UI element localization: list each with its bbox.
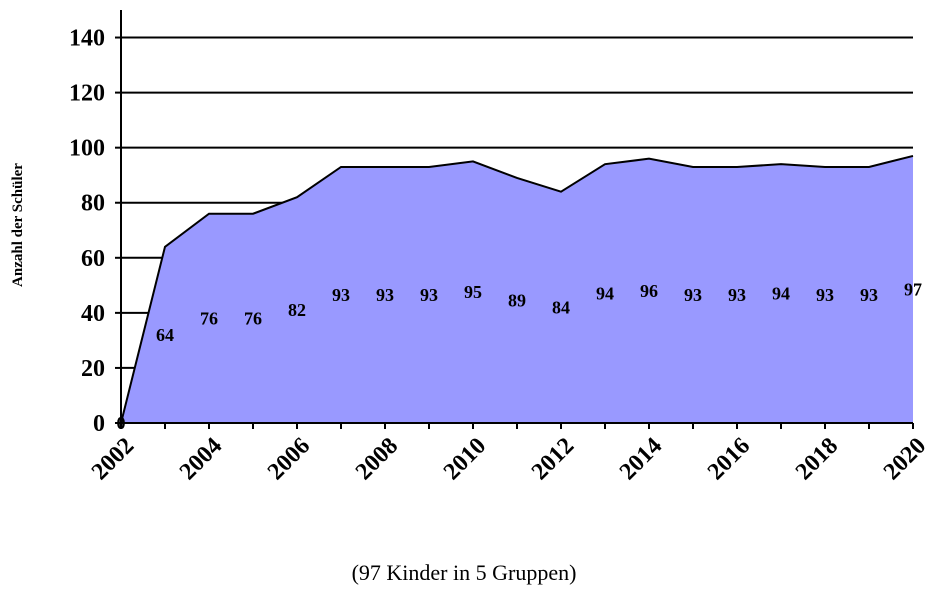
x-tick-label: 2018 bbox=[791, 433, 843, 485]
y-tick-label: 140 bbox=[69, 26, 105, 52]
data-label: 82 bbox=[288, 300, 306, 320]
data-label: 94 bbox=[772, 284, 790, 304]
data-label: 93 bbox=[420, 285, 438, 305]
y-tick-label: 80 bbox=[81, 191, 105, 217]
data-label: 0 bbox=[117, 413, 126, 433]
data-label: 94 bbox=[596, 284, 614, 304]
y-tick-label: 20 bbox=[81, 356, 105, 382]
y-tick-label: 60 bbox=[81, 246, 105, 272]
data-label: 93 bbox=[684, 285, 702, 305]
data-label: 95 bbox=[464, 282, 482, 302]
data-label: 64 bbox=[156, 325, 174, 345]
x-tick-label: 2010 bbox=[439, 433, 491, 485]
data-label: 84 bbox=[552, 297, 570, 317]
data-label: 89 bbox=[508, 290, 526, 310]
y-tick-label: 0 bbox=[93, 411, 105, 437]
y-axis-label: Anzahl der Schüler bbox=[10, 163, 26, 287]
x-tick-label: 2020 bbox=[879, 433, 929, 485]
y-tick-label: 100 bbox=[69, 136, 105, 162]
x-tick-label: 2014 bbox=[615, 433, 667, 485]
x-tick-label: 2008 bbox=[351, 433, 403, 485]
data-label: 93 bbox=[376, 285, 394, 305]
data-label: 76 bbox=[200, 308, 218, 328]
x-tick-label: 2016 bbox=[703, 433, 755, 485]
x-tick-label: 2004 bbox=[175, 433, 227, 485]
data-label: 93 bbox=[728, 285, 746, 305]
area-fill bbox=[121, 155, 913, 423]
data-label: 93 bbox=[816, 285, 834, 305]
x-tick-label: 2002 bbox=[87, 433, 139, 485]
data-label: 97 bbox=[904, 279, 922, 299]
data-label: 96 bbox=[640, 281, 658, 301]
x-axis-label: (97 Kinder in 5 Gruppen) bbox=[352, 560, 577, 585]
data-label: 76 bbox=[244, 308, 262, 328]
y-tick-label: 40 bbox=[81, 301, 105, 327]
data-label: 93 bbox=[860, 285, 878, 305]
x-tick-label: 2006 bbox=[263, 433, 315, 485]
area-line bbox=[120, 154, 914, 424]
data-label: 93 bbox=[332, 285, 350, 305]
y-tick-label: 120 bbox=[69, 81, 105, 107]
x-tick-label: 2012 bbox=[527, 433, 579, 485]
